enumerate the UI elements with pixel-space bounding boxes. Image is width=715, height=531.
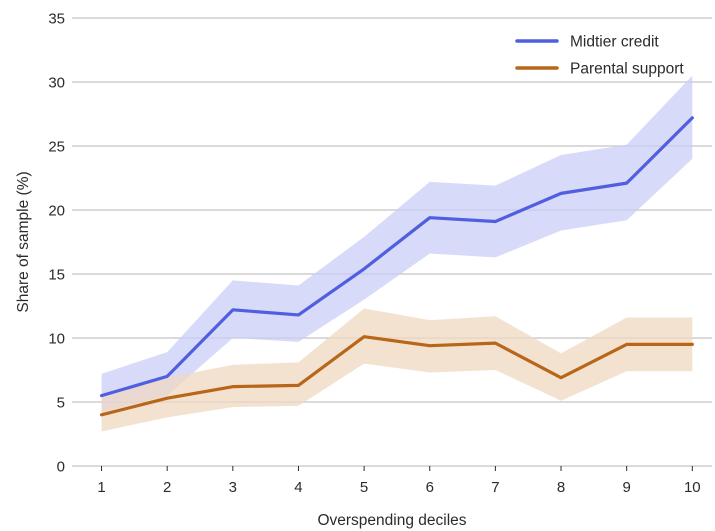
x-tick-label: 3 bbox=[229, 479, 237, 496]
x-tick-label: 7 bbox=[491, 479, 499, 496]
y-tick-label: 30 bbox=[48, 75, 65, 92]
y-tick-label: 0 bbox=[57, 459, 65, 476]
x-tick-label: 2 bbox=[163, 479, 171, 496]
y-tick-label: 20 bbox=[48, 203, 65, 220]
x-axis: 1 2 3 4 5 6 7 8 9 10 bbox=[97, 466, 701, 496]
series-lines bbox=[99, 116, 694, 417]
x-tick-label: 1 bbox=[97, 479, 105, 496]
x-tick-label: 10 bbox=[684, 479, 701, 496]
confidence-bands bbox=[101, 75, 693, 432]
x-tick-label: 4 bbox=[294, 479, 302, 496]
y-tick-label: 35 bbox=[48, 11, 65, 28]
legend-label: Parental support bbox=[570, 61, 684, 78]
series-line-1 bbox=[99, 116, 694, 398]
legend-label: Midtier credit bbox=[570, 34, 659, 51]
x-tick-label: 6 bbox=[426, 479, 434, 496]
y-axis-title: Share of sample (%) bbox=[15, 171, 32, 312]
x-tick-label: 8 bbox=[557, 479, 565, 496]
y-tick-label: 10 bbox=[48, 331, 65, 348]
x-axis-title: Overspending deciles bbox=[317, 512, 466, 529]
y-tick-label: 25 bbox=[48, 139, 65, 156]
y-axis: 0 5 10 15 20 25 30 35 bbox=[48, 11, 65, 476]
x-tick-label: 5 bbox=[360, 479, 368, 496]
x-tick-label: 9 bbox=[622, 479, 630, 496]
y-tick-label: 5 bbox=[57, 395, 65, 412]
legend: Midtier credit Parental support bbox=[515, 34, 684, 78]
series-line-2 bbox=[99, 335, 694, 417]
y-tick-label: 15 bbox=[48, 267, 65, 284]
confidence-band-2 bbox=[101, 308, 693, 432]
